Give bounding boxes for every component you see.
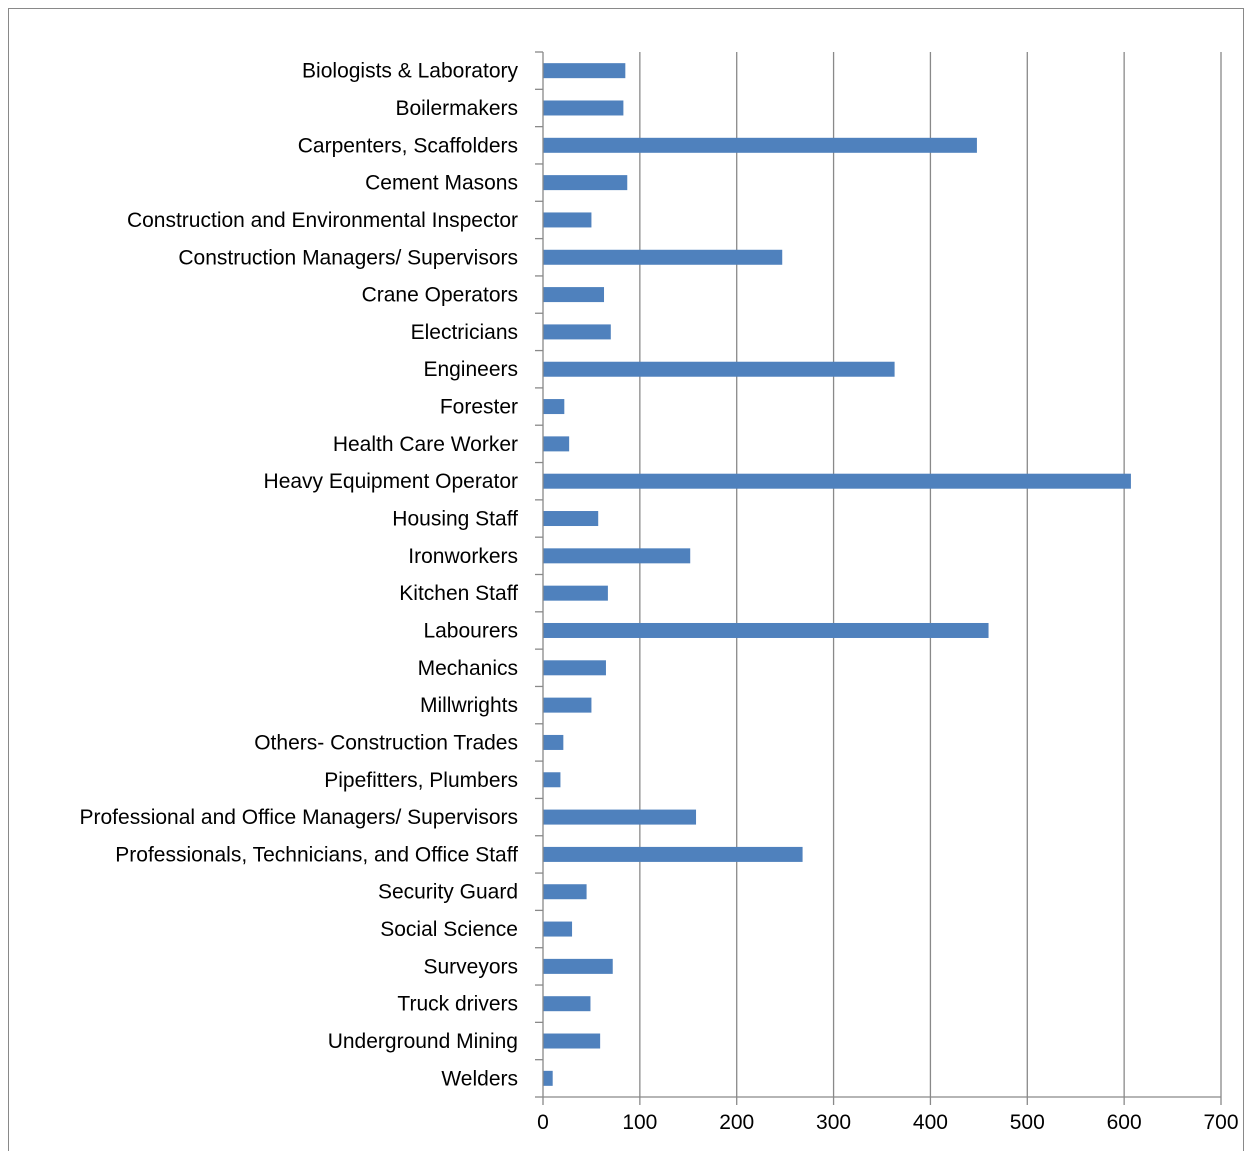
category-label: Housing Staff bbox=[392, 508, 518, 531]
bar bbox=[543, 249, 783, 265]
category-label: Labourers bbox=[423, 619, 518, 642]
x-tick-label: 300 bbox=[816, 1111, 851, 1134]
bar bbox=[543, 884, 587, 900]
category-label: Construction Managers/ Supervisors bbox=[178, 246, 518, 269]
category-label: Millwrights bbox=[420, 694, 518, 717]
bar bbox=[543, 958, 613, 974]
bar bbox=[543, 996, 591, 1012]
x-tick-label: 700 bbox=[1203, 1111, 1238, 1134]
category-label: Others- Construction Trades bbox=[254, 731, 518, 754]
x-tick-label: 100 bbox=[622, 1111, 657, 1134]
axes bbox=[535, 51, 1222, 1105]
bar bbox=[543, 660, 606, 676]
category-label: Social Science bbox=[380, 918, 518, 941]
category-label: Biologists & Laboratory bbox=[302, 60, 518, 83]
labels: 0 100 200 300 400 500 600 700 Biologists & Labor… bbox=[80, 60, 1239, 1134]
category-label: Carpenters, Scaffolders bbox=[298, 134, 518, 157]
x-tick-label: 500 bbox=[1010, 1111, 1045, 1134]
category-label: Electricians bbox=[411, 321, 518, 344]
bar bbox=[543, 137, 977, 153]
bar bbox=[543, 846, 803, 862]
category-label: Pipefitters, Plumbers bbox=[324, 769, 518, 792]
category-label: Boilermakers bbox=[395, 97, 518, 120]
category-label: Surveyors bbox=[423, 955, 518, 978]
category-label: Health Care Worker bbox=[333, 433, 518, 456]
bar bbox=[543, 697, 592, 713]
bar bbox=[543, 548, 691, 564]
bar bbox=[543, 399, 565, 415]
category-label: Kitchen Staff bbox=[399, 582, 518, 605]
category-label: Professionals, Technicians, and Office S… bbox=[115, 843, 518, 866]
bar bbox=[543, 175, 628, 191]
category-label: Cement Masons bbox=[365, 172, 518, 195]
bar bbox=[543, 287, 605, 303]
bar bbox=[543, 436, 570, 452]
category-label: Forester bbox=[440, 396, 518, 419]
category-label: Underground Mining bbox=[328, 1030, 518, 1053]
bar bbox=[543, 921, 573, 937]
category-label: Truck drivers bbox=[397, 993, 518, 1016]
bar bbox=[543, 585, 608, 601]
x-tick-label: 200 bbox=[719, 1111, 754, 1134]
category-label: Security Guard bbox=[378, 881, 518, 904]
bar bbox=[543, 212, 592, 228]
bar bbox=[543, 473, 1131, 489]
category-label: Construction and Environmental Inspector bbox=[127, 209, 518, 232]
bar bbox=[543, 622, 989, 638]
bar bbox=[543, 63, 626, 79]
chart-area bbox=[8, 8, 1244, 1151]
gridlines bbox=[639, 52, 1222, 1097]
bar bbox=[543, 100, 624, 116]
x-tick-label: 0 bbox=[537, 1111, 549, 1134]
category-label: Professional and Office Managers/ Superv… bbox=[80, 806, 519, 829]
category-label: Welders bbox=[441, 1067, 518, 1090]
category-label: Crane Operators bbox=[362, 284, 518, 307]
bar bbox=[543, 511, 599, 527]
category-label: Mechanics bbox=[418, 657, 518, 680]
bar bbox=[543, 772, 561, 788]
bar bbox=[543, 1033, 601, 1049]
bar bbox=[543, 1070, 553, 1086]
category-label: Heavy Equipment Operator bbox=[264, 470, 518, 493]
bar bbox=[543, 809, 697, 825]
x-tick-label: 600 bbox=[1107, 1111, 1142, 1134]
x-tick-label: 400 bbox=[913, 1111, 948, 1134]
bar bbox=[543, 324, 611, 340]
bars bbox=[543, 63, 1131, 1086]
bar bbox=[543, 734, 564, 750]
bar bbox=[543, 361, 895, 377]
category-label: Engineers bbox=[423, 358, 518, 381]
category-label: Ironworkers bbox=[408, 545, 518, 568]
